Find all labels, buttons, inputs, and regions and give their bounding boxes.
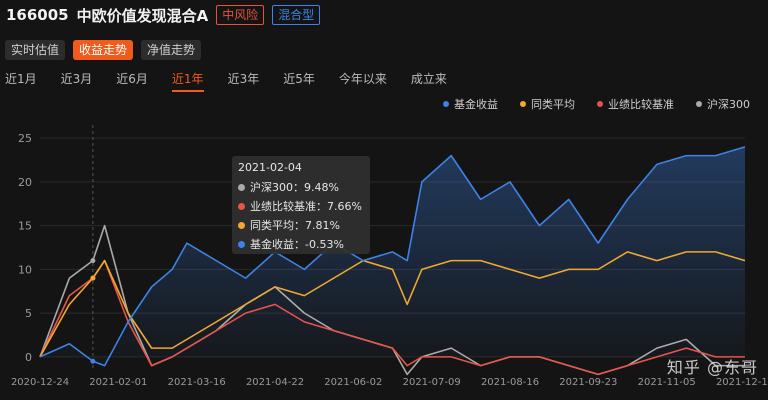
tooltip-row-csi300: 沪深300：9.48% [238,178,364,197]
x-tick-label: 2021-07-09 [403,377,461,388]
tab-realtime-estimate[interactable]: 实时估值 [5,40,66,60]
period-tab-1m[interactable]: 近1月 [5,72,37,86]
y-tick-label: 5 [25,307,32,320]
period-tab-since-inception[interactable]: 成立来 [410,72,447,86]
legend-label: 同类平均 [531,98,575,111]
tooltip-date: 2021-02-04 [238,161,302,174]
period-tab-6m[interactable]: 近6月 [116,72,148,86]
y-tick-label: 15 [18,220,32,233]
hover-point [90,358,96,364]
fund-type-badge: 混合型 [272,5,321,25]
period-tab-5y[interactable]: 近5年 [283,72,315,86]
benchmark-line [39,259,745,376]
y-tick-label: 25 [18,132,32,145]
fund-code: 166005 [6,6,69,24]
risk-badge: 中风险 [216,5,265,25]
period-tab-ytd[interactable]: 今年以来 [338,72,387,86]
legend-dot-icon [696,101,702,107]
fund-name: 中欧价值发现混合A [76,6,209,25]
x-tick-label: 2021-11-05 [638,377,696,388]
x-tick-label: 2021-08-16 [481,377,539,388]
y-tick-label: 10 [18,263,32,276]
tooltip-dot-icon [238,184,245,191]
tab-nav-trend[interactable]: 净值走势 [141,40,202,60]
period-tabs: 近1月 近3月 近6月 近1年 近3年 近5年 今年以来 成立来 [5,70,471,92]
x-tick-label: 2020-12-24 [11,377,69,388]
legend-label: 业绩比较基准 [608,98,674,111]
legend-item-benchmark[interactable]: 业绩比较基准 [597,96,674,112]
tooltip-dot-icon [238,241,245,248]
y-tick-label: 20 [18,176,32,189]
fund-return-area [40,146,745,366]
tooltip-row-fund-return: 基金收益：-0.53% [238,235,364,254]
chart-tooltip: 2021-02-04 沪深300：9.48% 业绩比较基准：7.66% 同类平均… [232,156,370,254]
tooltip-text: 同类平均：7.81% [250,219,340,232]
x-tick-label: 2021-09-23 [559,377,617,388]
return-trend-chart[interactable]: 0 5 10 15 20 25 2020-12-24 2021-02-01 2021-03-16… [0,110,768,400]
tooltip-text: 基金收益：-0.53% [250,238,344,251]
tab-return-trend[interactable]: 收益走势 [73,40,134,60]
peer-average-line [39,251,746,358]
x-tick-label: 2021-03-16 [168,377,226,388]
legend-dot-icon [520,101,526,107]
x-tick-label: 2021-12-13 [716,377,768,388]
legend-item-fund-return[interactable]: 基金收益 [443,96,498,112]
x-tick-label: 2021-06-02 [324,377,382,388]
legend-dot-icon [597,101,603,107]
legend-dot-icon [443,101,449,107]
view-tabs: 实时估值 收益走势 净值走势 [5,40,202,60]
hover-point [90,275,96,281]
hover-point [90,258,96,264]
chart-legend: 基金收益 同类平均 业绩比较基准 沪深300 [443,96,750,112]
period-tab-3y[interactable]: 近3年 [227,72,260,86]
tooltip-text: 沪深300：9.48% [250,181,339,194]
legend-item-csi300[interactable]: 沪深300 [696,96,750,112]
tooltip-row-benchmark: 业绩比较基准：7.66% [238,197,364,216]
period-tab-3m[interactable]: 近3月 [60,72,93,86]
watermark: 知乎 @东哥 [666,358,758,377]
legend-item-peer-average[interactable]: 同类平均 [520,96,575,112]
tooltip-dot-icon [238,203,245,210]
x-tick-label: 2021-02-01 [89,377,147,388]
tooltip-row-peer-average: 同类平均：7.81% [238,216,364,235]
tooltip-dot-icon [238,222,245,229]
y-tick-label: 0 [25,351,32,364]
period-tab-1y[interactable]: 近1年 [171,70,204,92]
legend-label: 沪深300 [707,98,750,111]
fund-return-line [39,146,746,367]
legend-label: 基金收益 [454,98,498,111]
tooltip-text: 业绩比较基准：7.66% [250,200,362,213]
fund-header: 166005 中欧价值发现混合A 中风险 混合型 [6,3,321,27]
x-tick-label: 2021-04-22 [246,377,304,388]
